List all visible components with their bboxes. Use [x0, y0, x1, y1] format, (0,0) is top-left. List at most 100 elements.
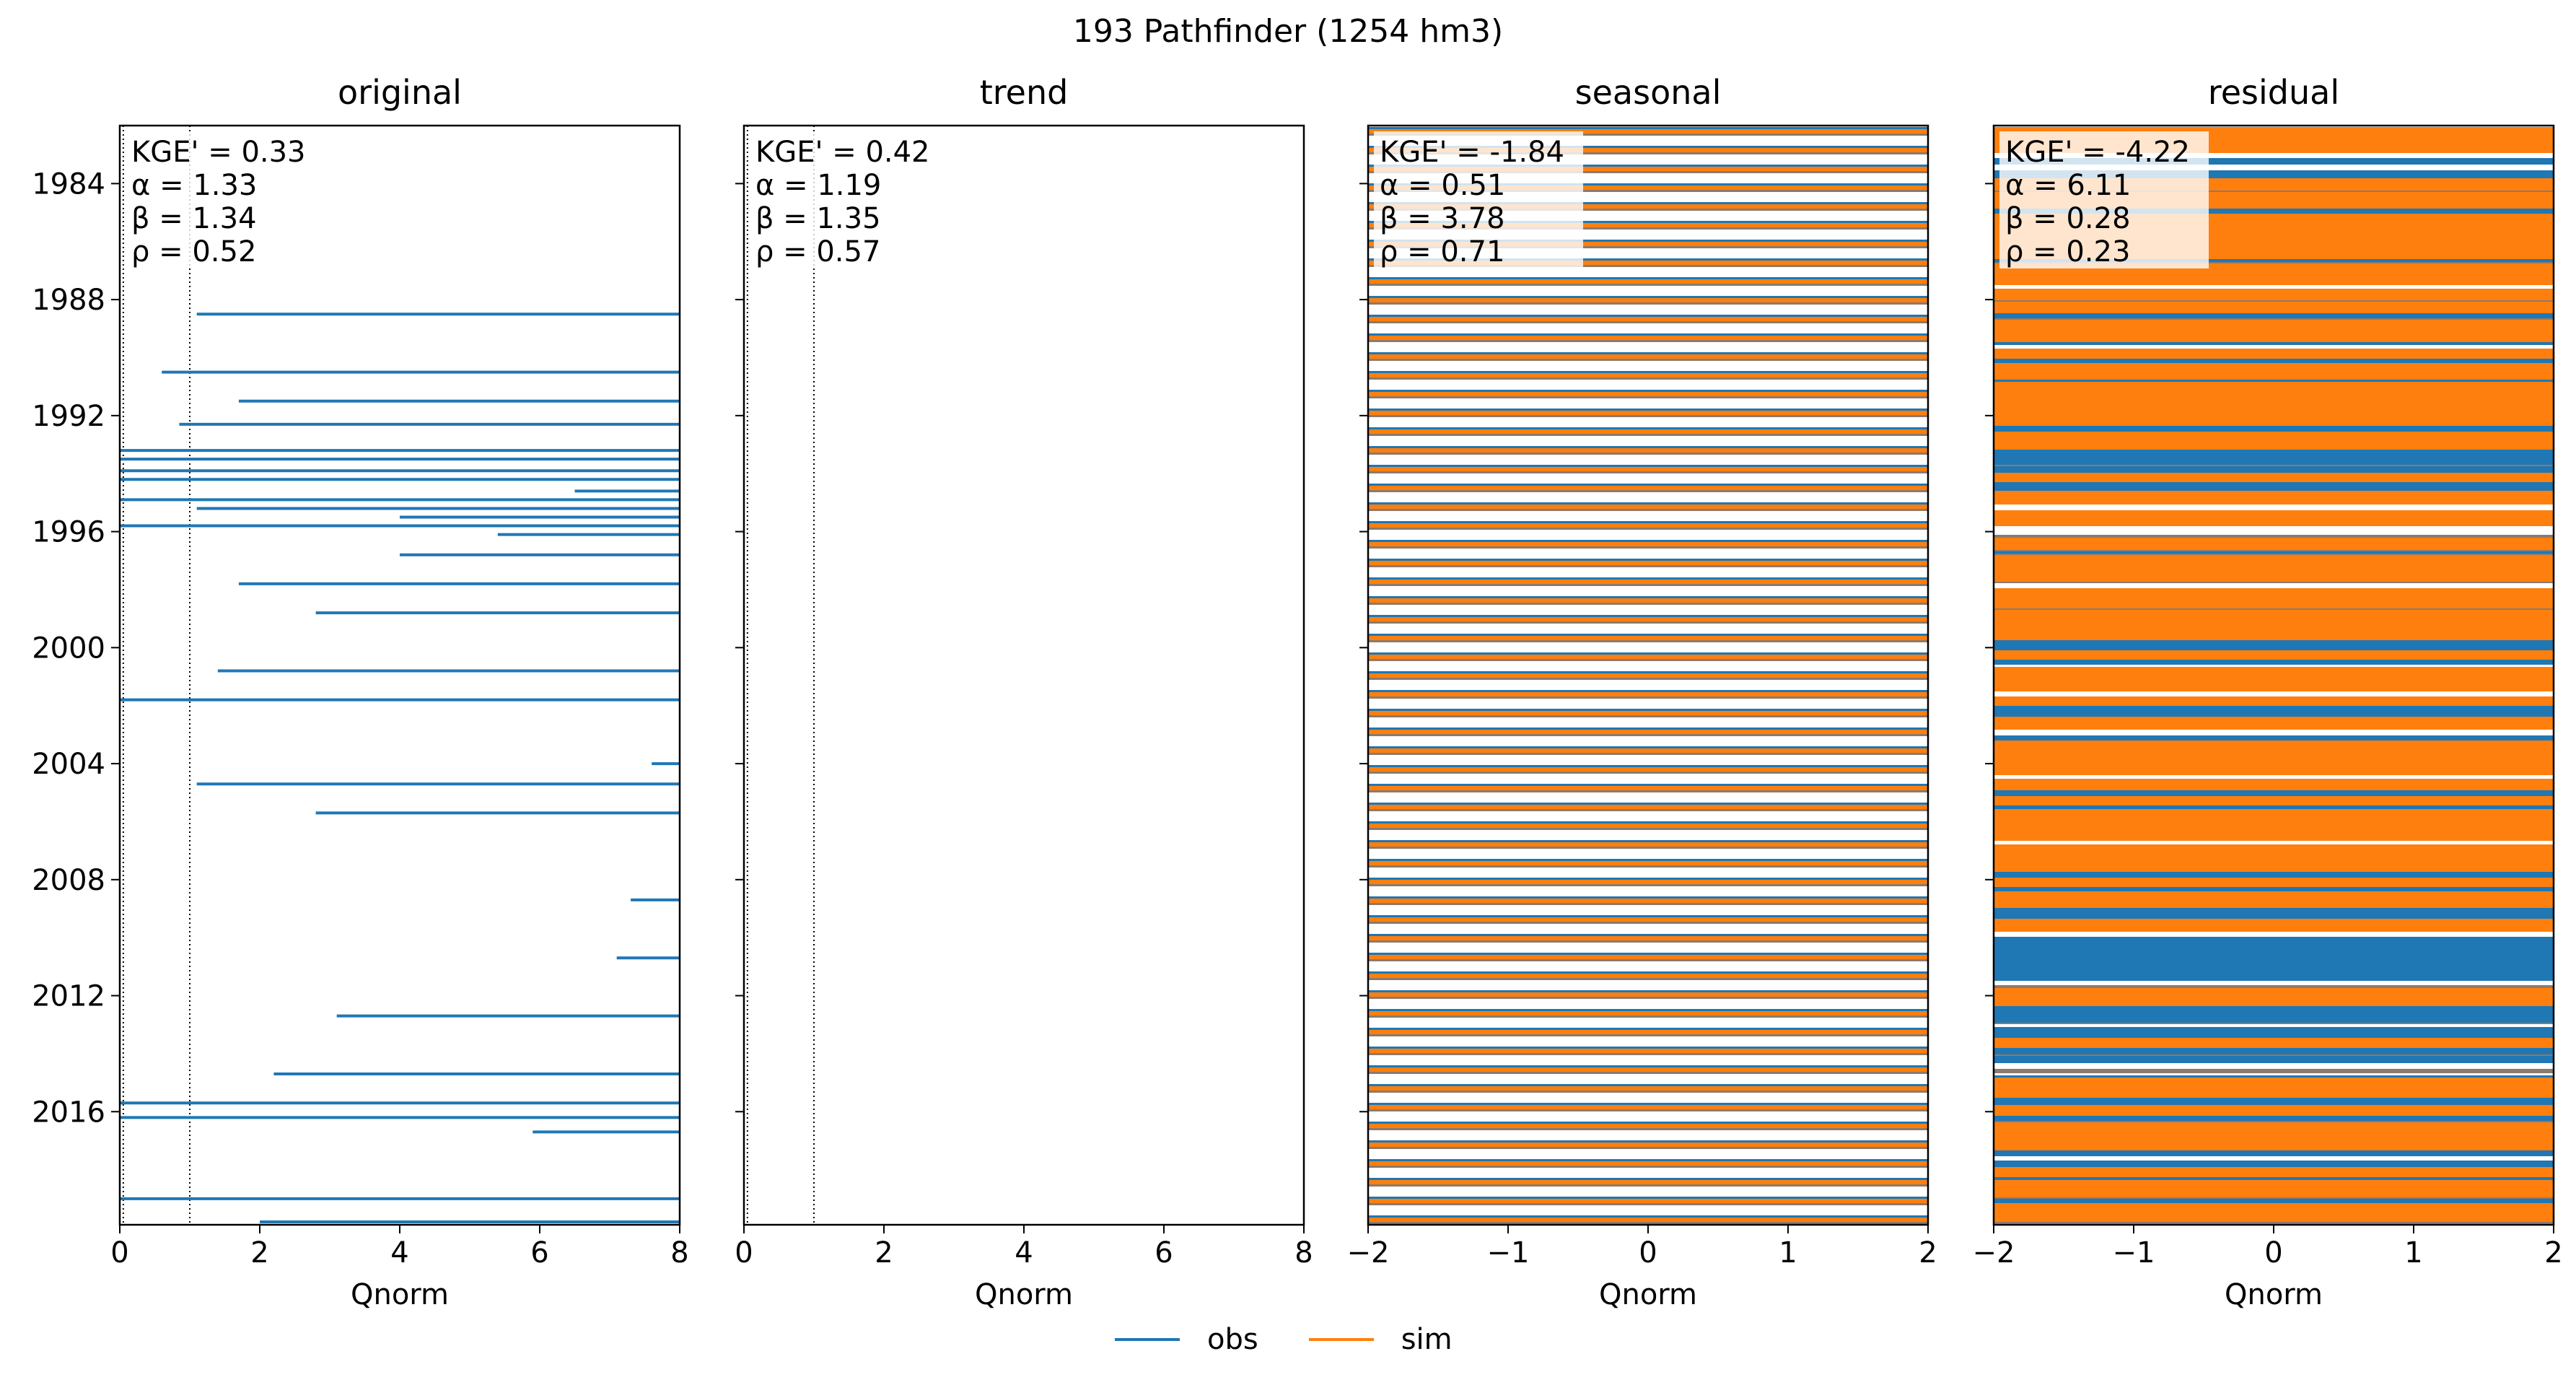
residual-band: [1994, 1080, 2554, 1087]
residual-band: [1994, 1056, 2554, 1063]
residual-band: [1994, 331, 2554, 342]
residual-band: [1994, 805, 2554, 809]
residual-band: [1994, 1167, 2554, 1177]
seasonal-band: [1368, 978, 1928, 980]
residual-band: [1994, 426, 2554, 432]
residual-band: [1994, 1105, 2554, 1116]
seasonal-band: [1368, 490, 1928, 492]
y-tick-label: 2004: [32, 748, 105, 781]
seasonal-band: [1368, 634, 1928, 636]
residual-band: [1994, 482, 2554, 491]
residual-band: [1994, 1199, 2554, 1203]
residual-band: [1994, 1185, 2554, 1197]
metric-text: KGE' = -4.22: [2005, 136, 2190, 169]
residual-band: [1994, 390, 2554, 397]
seasonal-band: [1368, 1159, 1928, 1161]
seasonal-band: [1368, 223, 1928, 227]
residual-band: [1994, 973, 2554, 981]
y-tick-label: 1992: [32, 400, 105, 433]
residual-band: [1994, 610, 2554, 618]
legend-label-obs: obs: [1207, 1323, 1258, 1356]
seasonal-band: [1368, 377, 1928, 380]
seasonal-band: [1368, 221, 1928, 223]
seasonal-band: [1368, 202, 1928, 204]
seasonal-band: [1368, 1180, 1928, 1184]
seasonal-band: [1368, 258, 1928, 261]
legend-item-obs: obs: [1115, 1323, 1258, 1356]
seasonal-band: [1368, 1218, 1928, 1222]
seasonal-band: [1368, 899, 1928, 903]
panel-residual: residual −2 −1 0 1 2 Qnorm KGE' = -4.22α = 6.11…: [1973, 73, 2563, 1311]
residual-band: [1994, 1078, 2554, 1080]
residual-band: [1994, 403, 2554, 409]
residual-band: [1994, 191, 2554, 192]
seasonal-band: [1368, 821, 1928, 823]
seasonal-band: [1368, 861, 1928, 865]
legend: obs sim: [1115, 1318, 1503, 1361]
seasonal-band: [1368, 621, 1928, 624]
seasonal-band: [1368, 692, 1928, 696]
x-axis-label: Qnorm: [1599, 1278, 1697, 1311]
seasonal-band: [1368, 917, 1928, 922]
residual-band: [1994, 127, 2554, 134]
residual-band: [1994, 440, 2554, 450]
plot-area: [1994, 127, 2554, 1225]
seasonal-band: [1368, 1067, 1928, 1072]
residual-band: [1994, 828, 2554, 841]
residual-band: [1994, 1150, 2554, 1156]
residual-band: [1994, 1027, 2554, 1031]
residual-band: [1994, 1098, 2554, 1105]
seasonal-band: [1368, 1122, 1928, 1124]
residual-band: [1994, 550, 2554, 551]
seasonal-band: [1368, 171, 1928, 173]
residual-band: [1994, 1014, 2554, 1023]
seasonal-band: [1368, 765, 1928, 767]
residual-band: [1994, 513, 2554, 526]
residual-band: [1994, 473, 2554, 482]
residual-band: [1994, 1087, 2554, 1098]
seasonal-band: [1368, 580, 1928, 584]
residual-band: [1994, 1038, 2554, 1048]
residual-band: [1994, 1222, 2554, 1223]
seasonal-band: [1368, 577, 1928, 580]
residual-band: [1994, 708, 2554, 717]
seasonal-band: [1368, 584, 1928, 586]
seasonal-band: [1368, 940, 1928, 943]
seasonal-band: [1368, 711, 1928, 715]
residual-band: [1994, 908, 2554, 910]
seasonal-band: [1368, 408, 1928, 411]
residual-band: [1994, 887, 2554, 891]
seasonal-band: [1368, 636, 1928, 640]
residual-band: [1994, 696, 2554, 706]
seasonal-band: [1368, 465, 1928, 467]
seasonal-band: [1368, 1049, 1928, 1053]
seasonal-band: [1368, 828, 1928, 830]
x-tick-label: −2: [1973, 1236, 2015, 1270]
seasonal-band: [1368, 190, 1928, 192]
seasonal-band: [1368, 673, 1928, 678]
residual-band: [1994, 910, 2554, 919]
seasonal-band: [1368, 803, 1928, 805]
seasonal-band: [1368, 1161, 1928, 1166]
residual-band: [1994, 629, 2554, 640]
seasonal-band: [1368, 678, 1928, 680]
residual-band: [1994, 1116, 2554, 1121]
seasonal-band: [1368, 746, 1928, 748]
residual-band: [1994, 385, 2554, 390]
x-tick-label: 2: [250, 1236, 268, 1270]
residual-band: [1994, 1122, 2554, 1130]
residual-band: [1994, 271, 2554, 285]
seasonal-band: [1368, 971, 1928, 974]
residual-band: [1994, 706, 2554, 708]
seasonal-band: [1368, 884, 1928, 886]
panel-title: residual: [2208, 73, 2339, 112]
seasonal-band: [1368, 390, 1928, 392]
residual-band: [1994, 650, 2554, 660]
seasonal-band: [1368, 434, 1928, 436]
seasonal-band: [1368, 823, 1928, 828]
seasonal-band: [1368, 1142, 1928, 1147]
residual-band: [1994, 678, 2554, 691]
residual-band: [1994, 640, 2554, 645]
residual-band: [1994, 1006, 2554, 1014]
seasonal-band: [1368, 1105, 1928, 1109]
